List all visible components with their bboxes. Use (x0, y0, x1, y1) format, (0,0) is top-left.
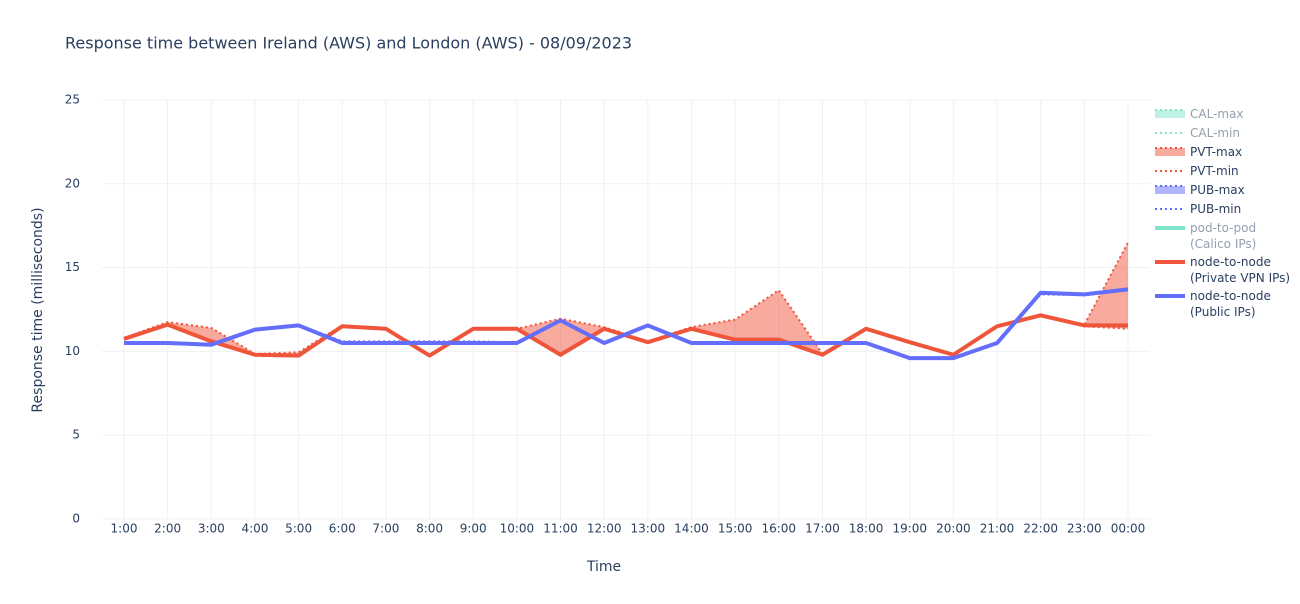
legend-label: CAL-max (1190, 107, 1244, 121)
x-tick-label: 2:00 (154, 522, 181, 536)
x-tick-label: 11:00 (543, 522, 578, 536)
legend-item: CAL-min (1155, 126, 1240, 140)
y-tick-label: 10 (65, 344, 80, 358)
x-tick-label: 16:00 (761, 522, 796, 536)
x-tick-label: 23:00 (1067, 522, 1102, 536)
x-tick-label: 3:00 (198, 522, 225, 536)
x-tick-label: 4:00 (241, 522, 268, 536)
legend-item: PVT-max (1155, 145, 1242, 159)
legend-item: PUB-min (1155, 202, 1241, 216)
y-tick-label: 5 (72, 428, 80, 442)
legend-label: PUB-max (1190, 183, 1245, 197)
x-tick-label: 20:00 (936, 522, 971, 536)
legend-label: PVT-min (1190, 164, 1239, 178)
x-tick-label: 7:00 (372, 522, 399, 536)
y-axis-label: Response time (milliseconds) (30, 207, 46, 412)
x-tick-label: 15:00 (718, 522, 753, 536)
x-tick-label: 8:00 (416, 522, 443, 536)
legend-label: node-to-node (Private VPN IPs) (1190, 255, 1290, 285)
legend-swatch (1155, 186, 1185, 194)
y-tick-label: 20 (65, 176, 80, 190)
x-tick-label: 9:00 (460, 522, 487, 536)
x-axis-label: Time (586, 559, 621, 575)
line (124, 287, 1129, 359)
x-tick-label: 19:00 (892, 522, 927, 536)
x-tick-label: 14:00 (674, 522, 709, 536)
y-tick-label: 25 (65, 93, 80, 107)
x-tick-label: 12:00 (587, 522, 622, 536)
legend-swatch (1155, 110, 1185, 118)
x-tick-label: 10:00 (500, 522, 535, 536)
x-tick-label: 1:00 (111, 522, 138, 536)
x-tick-label: 18:00 (849, 522, 884, 536)
x-tick-label: 21:00 (980, 522, 1015, 536)
x-tick-label: 5:00 (285, 522, 312, 536)
chart-title: Response time between Ireland (AWS) and … (65, 34, 632, 53)
x-tick-label: 00:00 (1111, 522, 1146, 536)
legend-swatch (1155, 148, 1185, 156)
legend-item: PUB-max (1155, 183, 1245, 197)
legend-label: pod-to-pod (Calico IPs) (1190, 221, 1256, 251)
x-tick-label: 13:00 (631, 522, 666, 536)
line (124, 287, 1129, 361)
legend-label: CAL-min (1190, 126, 1240, 140)
legend-label: PUB-min (1190, 202, 1241, 216)
legend-item: pod-to-pod (Calico IPs) (1155, 221, 1256, 251)
legend-item: node-to-node (Private VPN IPs) (1155, 255, 1290, 285)
legend-item: node-to-node (Public IPs) (1155, 289, 1271, 319)
y-tick-label: 0 (72, 512, 80, 526)
x-tick-label: 6:00 (329, 522, 356, 536)
x-tick-label: 17:00 (805, 522, 840, 536)
y-tick-label: 15 (65, 260, 80, 274)
legend-label: PVT-max (1190, 145, 1242, 159)
legend-item: PVT-min (1155, 164, 1239, 178)
legend-item: CAL-max (1155, 107, 1244, 121)
x-tick-label: 22:00 (1023, 522, 1058, 536)
legend-label: node-to-node (Public IPs) (1190, 289, 1271, 319)
